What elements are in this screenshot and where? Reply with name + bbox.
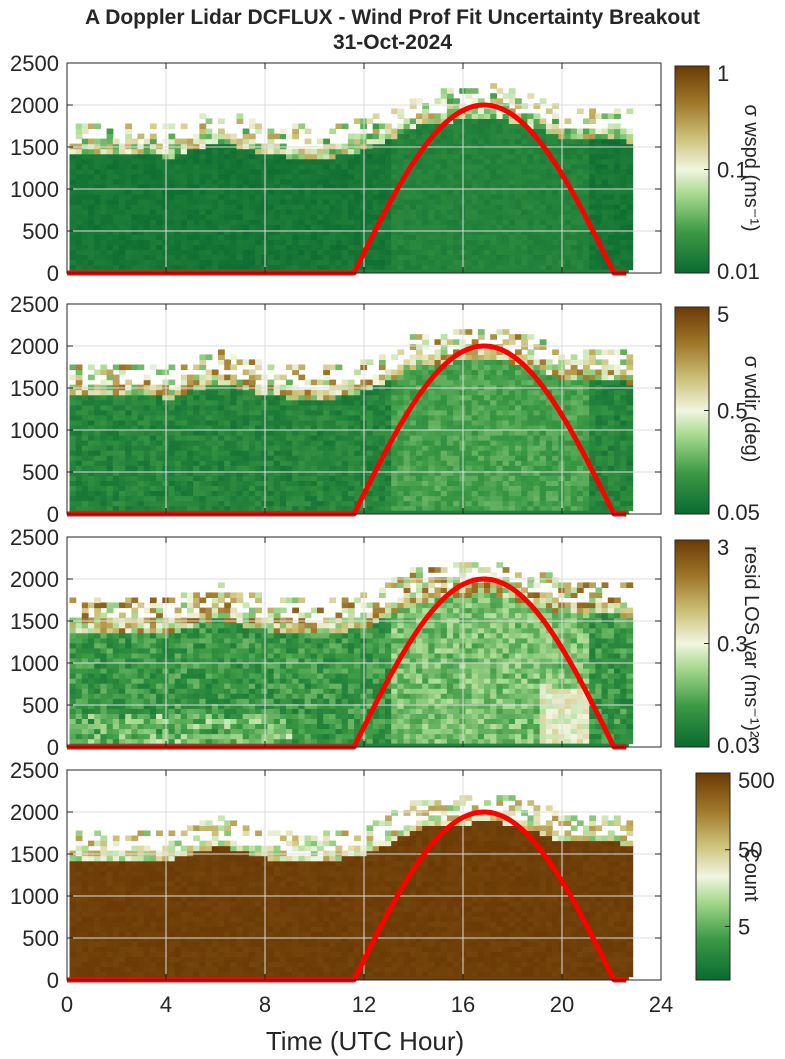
y-tick-label: 2000	[10, 800, 59, 825]
y-tick-label: 1000	[10, 418, 59, 443]
heatmap-cells	[69, 795, 634, 980]
x-tick-label: 16	[451, 992, 475, 1017]
y-tick-label: 2000	[10, 93, 59, 118]
y-tick-label: 0	[47, 502, 59, 527]
y-tick-label: 2500	[10, 525, 59, 550]
colorbar-tick-label: 0.3	[717, 632, 748, 657]
y-tick-label: 0	[47, 261, 59, 286]
colorbar-tick-label: 500	[738, 768, 775, 793]
y-tick-label: 2500	[10, 51, 59, 76]
y-tick-label: 2000	[10, 567, 59, 592]
colorbar-tick-label: 0.5	[717, 399, 748, 424]
x-tick-label: 24	[649, 992, 673, 1017]
colorbar-tick-label: 3	[717, 535, 729, 560]
y-tick-label: 2500	[10, 292, 59, 317]
colorbar-tick-label: 1	[717, 61, 729, 86]
y-tick-label: 1000	[10, 177, 59, 202]
y-tick-label: 500	[22, 926, 59, 951]
colorbar-tick-label: 0.01	[717, 259, 760, 284]
colorbar	[674, 65, 710, 274]
y-tick-label: 0	[47, 968, 59, 993]
colorbar-tick-label: 0.1	[717, 158, 748, 183]
panel-1: 0 500 1000 1500 2000 2500 0.01 0.1 1 σ wspd (ms⁻¹…	[10, 51, 762, 286]
chart-date: 31-Oct-2024	[332, 31, 453, 54]
heatmap-cells	[69, 329, 634, 514]
x-tick-label: 0	[61, 992, 73, 1017]
y-tick-label: 1000	[10, 651, 59, 676]
colorbar-tick-label: 0.03	[717, 733, 760, 758]
x-axis-label: Time (UTC Hour)	[265, 1026, 465, 1056]
panel-3: 0 500 1000 1500 2000 2500 0.03 0.3 3 resid LOS va…	[10, 525, 762, 760]
colorbar-tick-label: 5	[738, 914, 750, 939]
chart-title: A Doppler Lidar DCFLUX - Wind Prof Fit U…	[84, 6, 701, 29]
y-tick-label: 2500	[10, 758, 59, 783]
heatmap-cells	[69, 562, 634, 747]
y-tick-label: 1500	[10, 376, 59, 401]
x-tick-label: 20	[550, 992, 574, 1017]
panel-4: 0 500 1000 1500 2000 2500 0 4 8 12 16 20 24 5 50 500 Cou…	[10, 758, 775, 1017]
y-tick-label: 2000	[10, 334, 59, 359]
colorbar-tick-label: 0.05	[717, 500, 760, 525]
y-tick-label: 500	[22, 219, 59, 244]
heatmap-cells	[69, 83, 634, 273]
y-tick-label: 500	[22, 460, 59, 485]
colorbar-label: Count	[740, 848, 762, 902]
y-tick-label: 1500	[10, 135, 59, 160]
colorbar	[674, 539, 710, 748]
colorbar-tick-label: 5	[717, 302, 729, 327]
colorbar-tick-label: 50	[738, 838, 762, 863]
y-tick-label: 1500	[10, 609, 59, 634]
x-tick-label: 4	[160, 992, 172, 1017]
colorbar-label: resid LOS var (ms⁻¹)²	[740, 546, 762, 738]
colorbar-label: σ wspd (ms⁻¹)	[740, 104, 762, 231]
y-tick-label: 500	[22, 693, 59, 718]
y-tick-label: 1000	[10, 884, 59, 909]
colorbar	[695, 772, 731, 981]
y-tick-label: 1500	[10, 842, 59, 867]
colorbar-label: σ wdir (deg)	[740, 356, 762, 463]
y-tick-label: 0	[47, 735, 59, 760]
panel-2: 0 500 1000 1500 2000 2500 0.05 0.5 5 σ wdir (deg)	[10, 292, 762, 527]
x-tick-label: 8	[259, 992, 271, 1017]
colorbar	[674, 306, 710, 515]
x-tick-label: 12	[352, 992, 376, 1017]
